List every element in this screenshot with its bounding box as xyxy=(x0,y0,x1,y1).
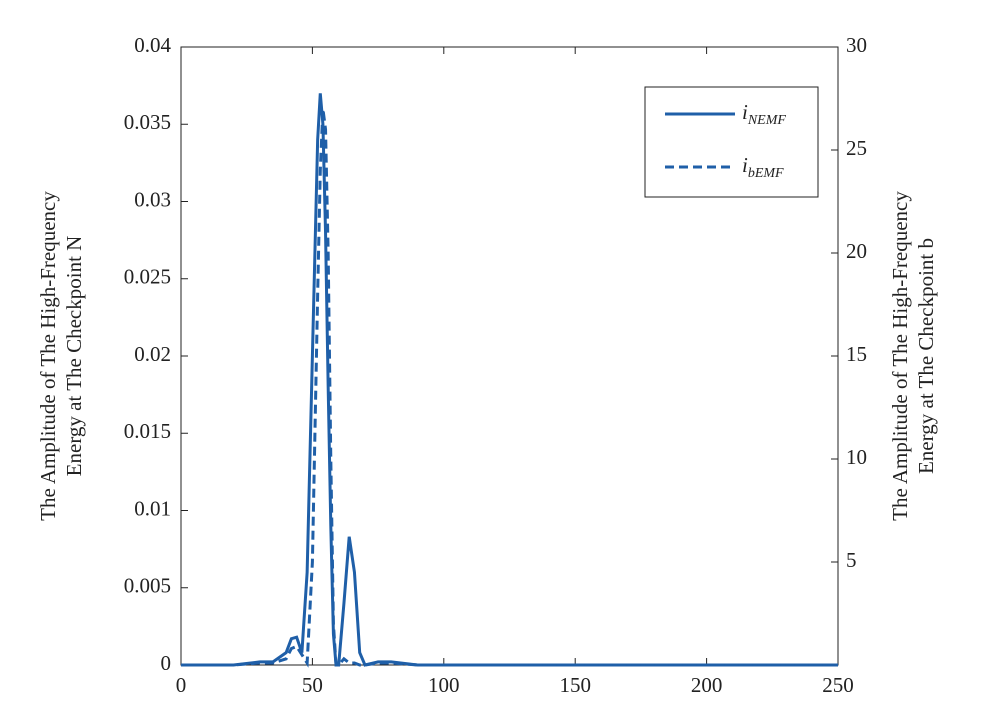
y-axis-label: Energy at The Checkpoint N xyxy=(62,236,86,477)
y-tick-label: 0 xyxy=(161,651,172,675)
x-tick-label: 200 xyxy=(691,673,723,697)
y-tick-label: 0.02 xyxy=(134,342,171,366)
y2-tick-label: 5 xyxy=(846,548,857,572)
y2-axis-label: The Amplitude of The High-Frequency xyxy=(888,191,912,521)
y2-tick-label: 20 xyxy=(846,239,867,263)
legend-box xyxy=(644,86,819,198)
legend-label: ibEMF xyxy=(742,153,784,181)
y-tick-label: 0.04 xyxy=(134,33,171,57)
series-line xyxy=(181,108,838,668)
x-tick-label: 50 xyxy=(302,673,323,697)
y2-tick-label: 30 xyxy=(846,33,867,57)
y-tick-label: 0.03 xyxy=(134,187,171,211)
x-tick-label: 0 xyxy=(176,673,187,697)
y-tick-label: 0.015 xyxy=(124,419,171,443)
y2-axis-label: Energy at The Checkpoint b xyxy=(914,238,938,474)
y-tick-label: 0.005 xyxy=(124,574,171,598)
x-tick-label: 150 xyxy=(559,673,591,697)
y-tick-label: 0.01 xyxy=(134,496,171,520)
x-tick-label: 250 xyxy=(822,673,854,697)
y2-tick-label: 25 xyxy=(846,136,867,160)
y-axis-label: The Amplitude of The High-Frequency xyxy=(36,191,60,521)
y-tick-label: 0.025 xyxy=(124,265,171,289)
y2-tick-label: 10 xyxy=(846,445,867,469)
legend-label: iNEMF xyxy=(742,100,786,128)
y2-tick-label: 15 xyxy=(846,342,867,366)
y-tick-label: 0.035 xyxy=(124,110,171,134)
x-tick-label: 100 xyxy=(428,673,460,697)
